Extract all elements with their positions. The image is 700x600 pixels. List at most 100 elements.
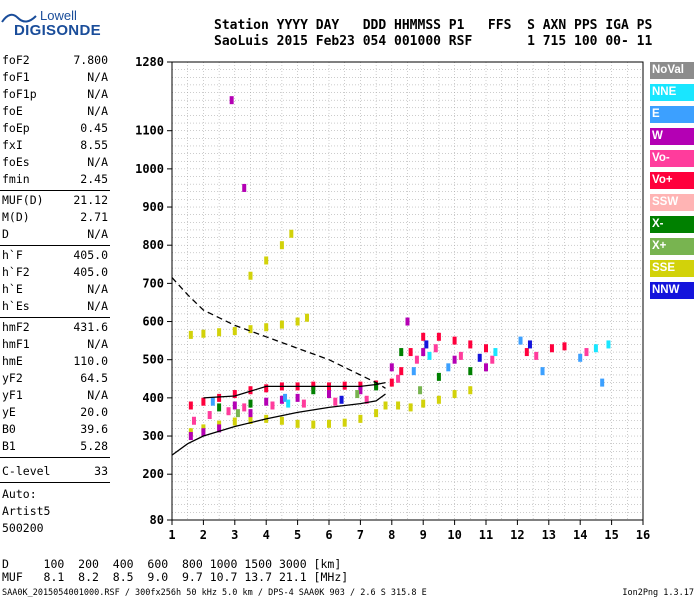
echo-point-x- [235,409,240,418]
echo-point-sse [295,419,300,428]
echo-point-x- [436,372,441,381]
param-row: h`E N/A [2,282,108,298]
d-distance-row: D 100 200 400 600 800 1000 1500 3000 [km… [2,557,342,571]
x-tick-label: 7 [357,528,364,542]
echo-point-sse [383,401,388,410]
param-row: M(D) 2.71 [2,210,108,226]
echo-point-sse [421,399,426,408]
echo-point-sse [248,271,253,280]
param-value: 8.55 [80,138,108,152]
param-value: 7.800 [73,53,108,67]
param-name: foF1 [2,70,30,84]
param-row: fxI 8.55 [2,138,108,154]
echo-point-x- [468,367,473,376]
echo-point-w [188,432,193,441]
param-row: foE N/A [2,104,108,120]
param-value: N/A [87,227,108,241]
echo-point-x- [311,386,316,395]
param-name: foF1p [2,87,37,101]
x-tick-label: 10 [447,528,461,542]
echo-point-w [279,395,284,404]
echo-point-sse [279,320,284,329]
echo-point-w [264,397,269,406]
param-name: hmF1 [2,337,30,351]
logo-wave-icon [1,13,37,23]
param-name: hmF2 [2,320,30,334]
param-name: D [2,227,9,241]
echo-point-vo- [311,381,316,390]
echo-point-w [358,386,363,395]
y-tick-label: 700 [142,276,164,290]
x-tick-label: 16 [636,528,650,542]
x-tick-label: 12 [510,528,524,542]
panel-separator [0,317,110,318]
param-value: N/A [87,337,108,351]
logo-text-lowell: Lowell [40,8,77,23]
echo-point-sse [452,390,457,399]
x-tick-label: 13 [542,528,556,542]
echo-point-sse [374,409,379,418]
echo-point-sse [248,325,253,334]
echo-point-nne [286,399,291,408]
echo-point-w [248,409,253,418]
echo-point-x- [217,403,222,412]
echo-point-vo- [433,344,438,353]
param-value: 405.0 [73,248,108,262]
y-tick-label: 1000 [135,162,164,176]
echo-point-sse [295,317,300,326]
echo-point-nne [593,344,598,353]
echo-point-sse [311,420,316,429]
echo-point-w [295,393,300,402]
echo-point-w [217,424,222,433]
echo-point-sse [396,401,401,410]
param-name: h`F [2,248,23,262]
echo-point-sse [264,256,269,265]
x-tick-label: 9 [420,528,427,542]
x-tick-label: 1 [168,528,175,542]
param-name: B1 [2,439,16,453]
logo-text-digisonde: DIGISONDE [14,22,101,39]
muf-table: D 100 200 400 600 800 1000 1500 3000 [km… [2,558,348,584]
echo-point-sse [248,416,253,425]
param-row: MUF(D) 21.12 [2,193,108,209]
echo-point-vo- [421,332,426,341]
param-row: foF2 7.800 [2,53,108,69]
param-name: foEs [2,155,30,169]
x-tick-label: 3 [231,528,238,542]
echo-point-w [327,390,331,399]
echo-point-sse [468,386,473,395]
param-value: 21.12 [73,193,108,207]
x-tick-label: 4 [263,528,270,542]
param-row: h`F2 405.0 [2,265,108,281]
legend-item-x-: X- [650,216,694,233]
param-row: h`F 405.0 [2,248,108,264]
param-row: foF1 N/A [2,70,108,86]
echo-point-vo- [490,355,495,364]
param-row: B0 39.6 [2,422,108,438]
echo-point-nnw [339,395,344,404]
param-name: foEp [2,121,30,135]
param-value: 20.0 [80,405,108,419]
param-row: foEs N/A [2,155,108,171]
echo-point-vo- [389,378,394,387]
param-name: fmin [2,172,30,186]
echo-point-sse [279,241,284,250]
x-tick-label: 5 [294,528,301,542]
param-row: foEp 0.45 [2,121,108,137]
param-row: yF2 64.5 [2,371,108,387]
param-value: 64.5 [80,371,108,385]
panel-separator [0,482,110,483]
param-row: B1 5.28 [2,439,108,455]
param-value: 5.28 [80,439,108,453]
profile-curve [171,393,386,456]
echo-point-e [446,363,451,372]
echo-point-vo- [301,399,306,408]
param-name: h`E [2,282,23,296]
x-tick-label: 6 [325,528,332,542]
echo-point-sse [279,416,284,425]
y-tick-label: 1100 [135,124,164,138]
echo-point-vo- [452,336,457,345]
x-tick-label: 15 [604,528,618,542]
param-name: hmE [2,354,23,368]
echo-point-w [421,348,426,357]
